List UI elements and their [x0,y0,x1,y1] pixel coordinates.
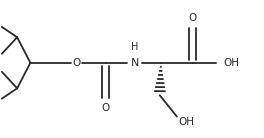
Text: O: O [188,13,197,23]
Text: H: H [131,42,138,52]
Text: OH: OH [178,117,194,127]
Text: OH: OH [223,58,239,68]
Text: N: N [130,58,139,68]
Text: O: O [72,58,81,68]
Text: O: O [101,103,110,113]
